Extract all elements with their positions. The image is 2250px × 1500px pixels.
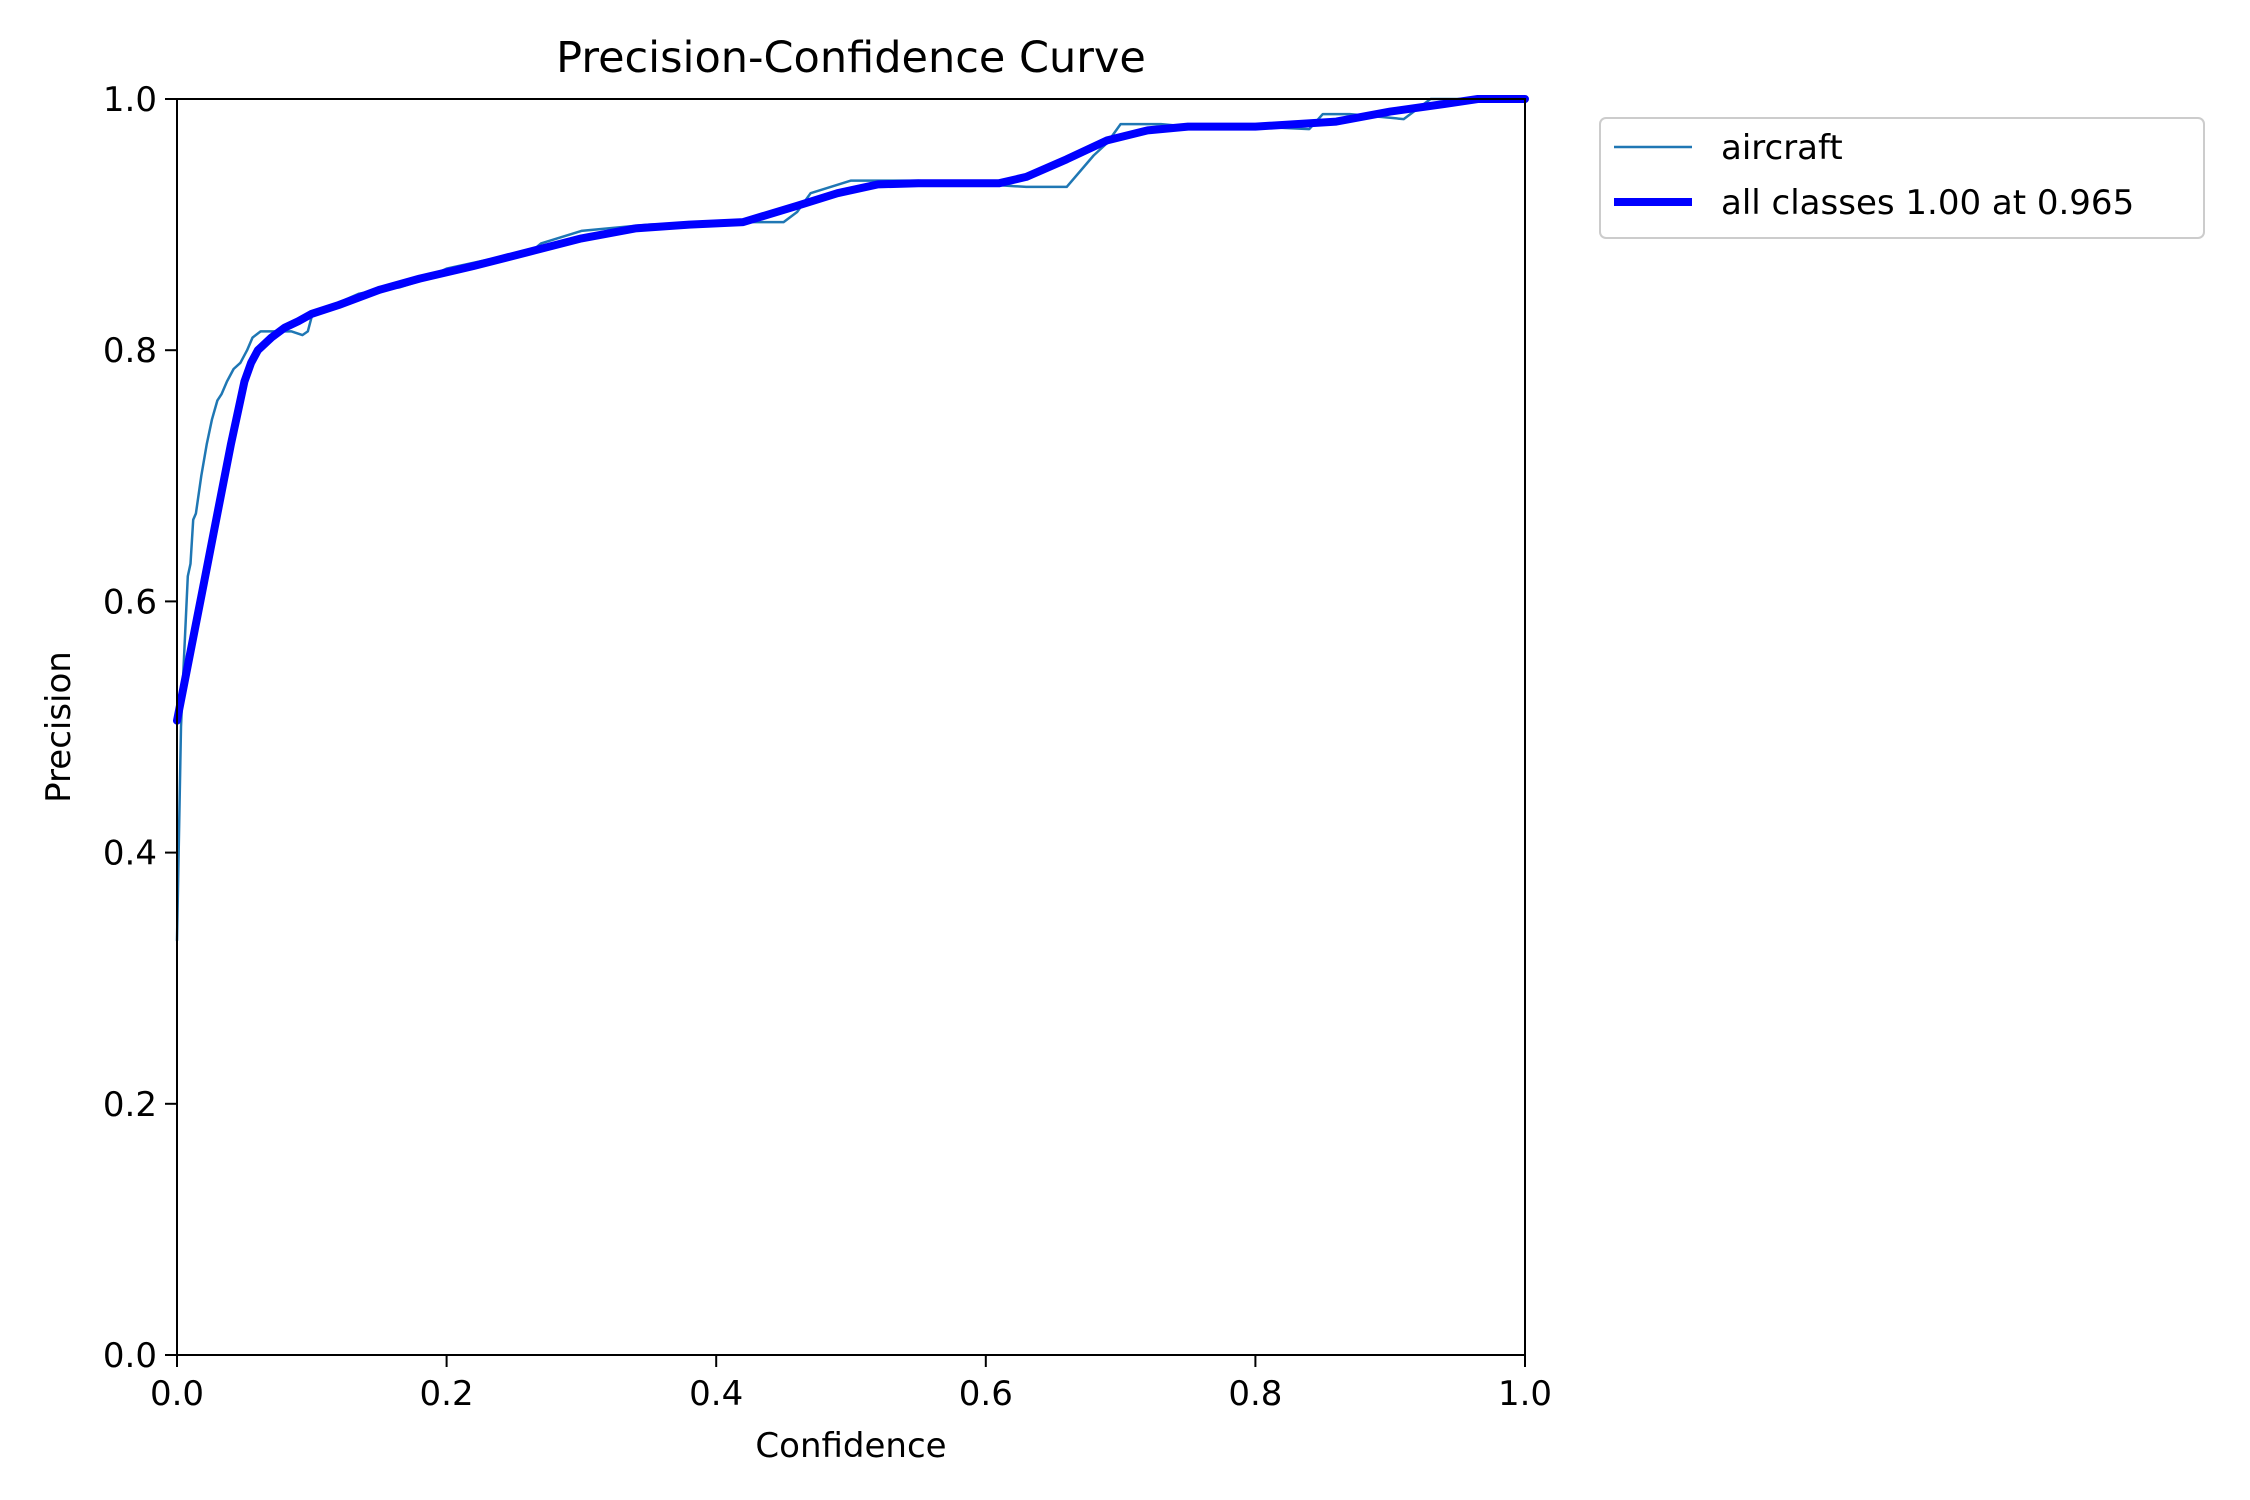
x-axis-ticks: 0.0 0.2 0.4 0.6 0.8 1.0 <box>150 1355 1552 1414</box>
y-tick-label: 0.8 <box>103 331 157 371</box>
x-tick-label: 0.6 <box>959 1374 1013 1414</box>
y-tick-label: 0.6 <box>103 582 157 622</box>
x-axis-label: Confidence <box>755 1426 946 1466</box>
y-tick-label: 0.0 <box>103 1336 157 1376</box>
x-tick-label: 0.0 <box>150 1374 204 1414</box>
y-tick-label: 0.4 <box>103 834 157 874</box>
chart-title: Precision-Confidence Curve <box>556 33 1146 83</box>
x-tick-label: 0.4 <box>689 1374 743 1414</box>
legend-label-all-classes: all classes 1.00 at 0.965 <box>1721 183 2134 223</box>
x-tick-label: 1.0 <box>1498 1374 1552 1414</box>
legend-label-aircraft: aircraft <box>1721 128 1843 168</box>
y-tick-label: 0.2 <box>103 1085 157 1125</box>
axes-frame <box>176 98 1526 1356</box>
x-tick-label: 0.2 <box>420 1374 474 1414</box>
plot-area <box>173 95 1529 1356</box>
series-layer <box>173 95 1529 942</box>
y-axis-label: Precision <box>39 651 79 803</box>
legend: aircraft all classes 1.00 at 0.965 <box>1599 117 2205 239</box>
legend-box <box>1599 117 2205 239</box>
y-tick-label: 1.0 <box>103 80 157 120</box>
y-axis-ticks: 0.0 0.2 0.4 0.6 0.8 1.0 <box>103 80 177 1376</box>
x-tick-label: 0.8 <box>1228 1374 1282 1414</box>
series-line-all-classes <box>173 95 1529 725</box>
